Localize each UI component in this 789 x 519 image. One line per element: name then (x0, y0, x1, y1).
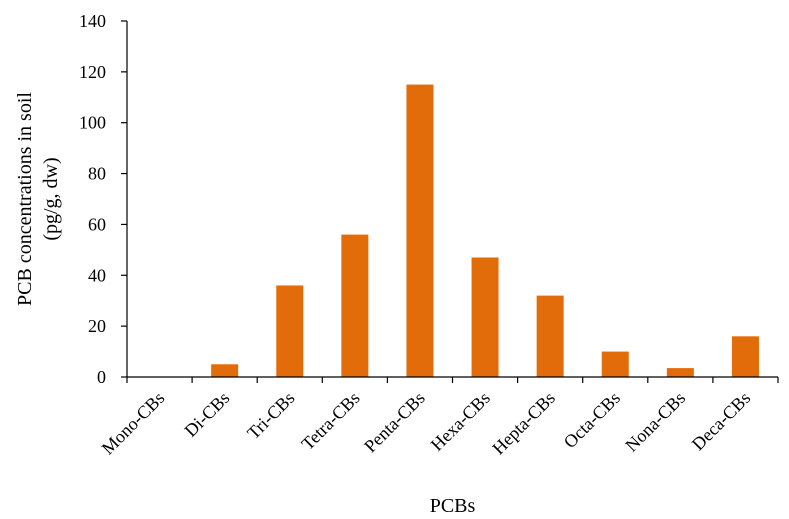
y-axis-ticks: 0 20 40 60 80 100 120 140 (79, 11, 127, 387)
x-tick-label: Penta-CBs (360, 388, 429, 457)
x-axis-label: PCBs (430, 495, 476, 517)
y-tick-label: 40 (88, 265, 106, 285)
y-tick-label: 100 (79, 113, 106, 133)
x-tick-label: Octa-CBs (560, 388, 624, 452)
x-axis-ticks: Mono-CBs Di-CBs Tri-CBsTetra-CBsPenta-CBsH… (98, 377, 779, 459)
bar-octa-cbs (601, 351, 629, 377)
x-tick-label: Tetra-CBs (297, 388, 363, 454)
x-tick-label: Nona-CBs (621, 388, 689, 456)
y-tick-label: 120 (79, 62, 106, 82)
x-tick-label: Tri-CBs (243, 388, 298, 443)
bar-hexa-cbs (471, 257, 499, 377)
y-tick-label: 60 (88, 214, 106, 234)
y-tick-label: 0 (97, 367, 106, 387)
bar-deca-cbs (731, 336, 759, 377)
x-tick-label: Hexa-CBs (427, 388, 494, 455)
y-tick-label: 20 (88, 316, 106, 336)
y-axis-label-line-2: (pg/g, dw) (40, 157, 62, 240)
bar-tri-cbs (276, 285, 304, 377)
bar-nona-cbs (666, 368, 694, 377)
y-tick-label: 80 (88, 164, 106, 184)
bars (211, 84, 759, 378)
x-tick-label: Mono-CBs (98, 388, 169, 459)
y-axis-label-line-1: PCB concentrations in soil (14, 92, 36, 306)
bar-tetra-cbs (341, 234, 369, 377)
bar-di-cbs (211, 364, 239, 377)
bar-hepta-cbs (536, 295, 564, 377)
x-tick-label: Di-CBs (180, 388, 233, 441)
x-tick-label: Deca-CBs (688, 388, 754, 454)
y-tick-label: 140 (79, 11, 106, 31)
bar-penta-cbs (406, 84, 434, 378)
x-tick-label: Hepta-CBs (488, 388, 559, 459)
